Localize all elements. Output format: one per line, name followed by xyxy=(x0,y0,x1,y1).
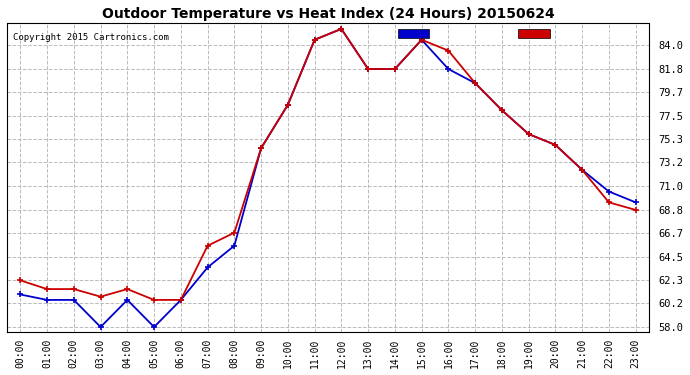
Legend: Heat Index  (°F), Temperature  (°F): Heat Index (°F), Temperature (°F) xyxy=(397,28,644,39)
Title: Outdoor Temperature vs Heat Index (24 Hours) 20150624: Outdoor Temperature vs Heat Index (24 Ho… xyxy=(101,7,554,21)
Text: Copyright 2015 Cartronics.com: Copyright 2015 Cartronics.com xyxy=(13,33,169,42)
